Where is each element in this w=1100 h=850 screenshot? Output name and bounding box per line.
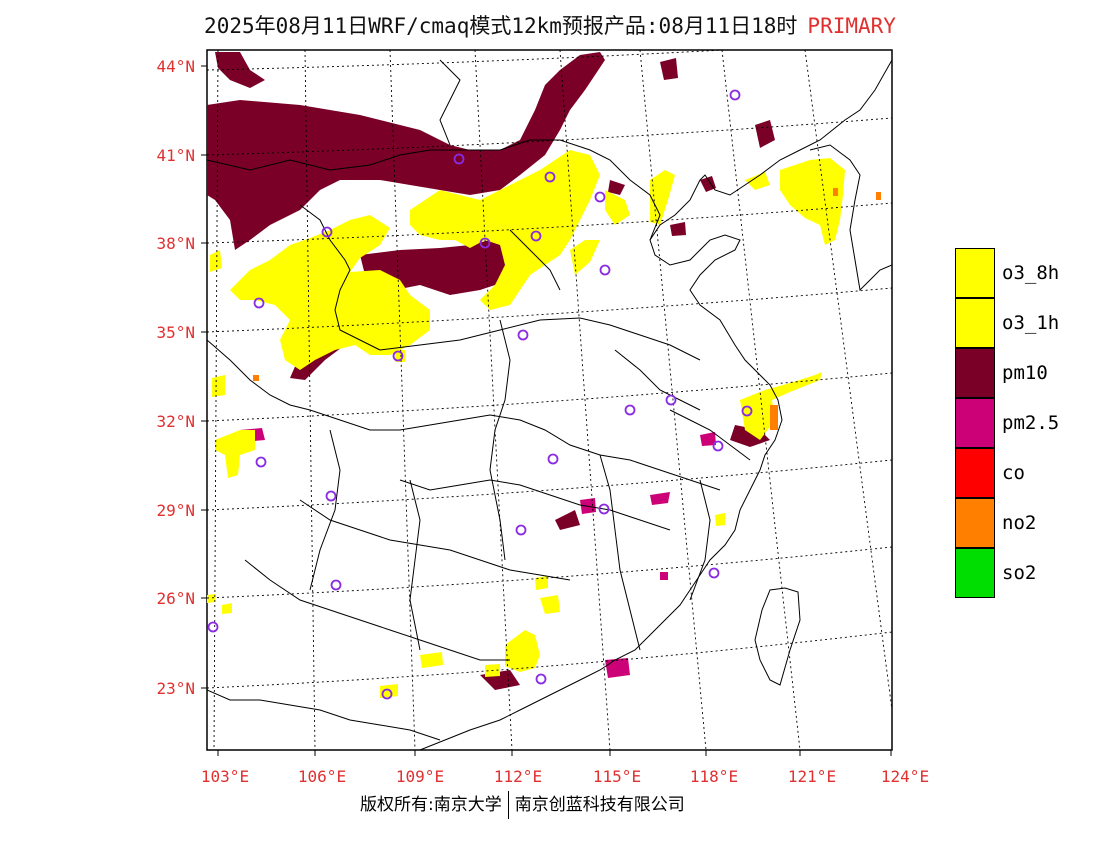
axis-ticks — [201, 65, 892, 756]
legend-label: pm2.5 — [1002, 412, 1060, 434]
legend-label: co — [1002, 462, 1025, 484]
lon-label: 103°E — [201, 767, 249, 786]
footer-divider — [507, 791, 509, 819]
station-marker — [453, 153, 465, 165]
title-tag: PRIMARY — [807, 14, 896, 38]
legend-swatch — [955, 548, 995, 598]
lon-label: 121°E — [788, 767, 836, 786]
lon-label: 118°E — [690, 767, 738, 786]
lat-label: 35°N — [156, 323, 195, 342]
lat-labels: 44°N 41°N 38°N 35°N 32°N 29°N 26°N 23°N — [156, 57, 195, 698]
lon-label: 112°E — [494, 767, 542, 786]
station-marker — [535, 673, 547, 685]
station-marker — [599, 264, 611, 276]
legend-label: no2 — [1002, 512, 1037, 534]
station-markers — [207, 89, 753, 700]
station-marker — [321, 226, 333, 238]
lon-label: 115°E — [593, 767, 641, 786]
station-marker — [598, 503, 610, 515]
legend-swatch — [955, 448, 995, 498]
boundaries — [207, 59, 892, 750]
no2-field — [253, 188, 881, 430]
station-marker — [712, 440, 724, 452]
station-marker — [741, 405, 753, 417]
station-marker — [255, 456, 267, 468]
station-marker — [381, 688, 393, 700]
legend-swatch — [955, 398, 995, 448]
station-marker — [729, 89, 741, 101]
legend-swatch — [955, 498, 995, 548]
lat-label: 32°N — [156, 412, 195, 431]
station-marker — [547, 453, 559, 465]
station-marker — [330, 579, 342, 591]
legend-label: so2 — [1002, 562, 1037, 584]
station-marker — [479, 237, 491, 249]
copyright-footer: 版权所有:南京大学 南京创蓝科技有限公司 — [360, 790, 685, 819]
station-marker — [708, 567, 720, 579]
legend-label: o3_8h — [1002, 262, 1060, 284]
title-main: 2025年08月11日WRF/cmaq模式12km预报产品:08月11日18时 — [204, 14, 798, 38]
copyright-right: 南京创蓝科技有限公司 — [514, 795, 685, 815]
legend-label: o3_1h — [1002, 312, 1060, 334]
graticule — [207, 50, 892, 750]
station-marker — [515, 524, 527, 536]
station-marker — [624, 404, 636, 416]
o3-field — [207, 150, 845, 698]
lon-label: 109°E — [396, 767, 444, 786]
lon-labels: 103°E 106°E 109°E 112°E 115°E 118°E 121°… — [201, 767, 929, 786]
legend-swatch — [955, 348, 995, 398]
copyright-left: 版权所有:南京大学 — [360, 795, 502, 815]
station-marker — [253, 297, 265, 309]
station-marker — [544, 171, 556, 183]
station-marker — [517, 329, 529, 341]
lat-label: 41°N — [156, 146, 195, 165]
lat-label: 29°N — [156, 501, 195, 520]
lon-label: 106°E — [298, 767, 346, 786]
lon-label: 124°E — [881, 767, 929, 786]
station-marker — [392, 350, 404, 362]
lat-label: 38°N — [156, 234, 195, 253]
legend-swatch — [955, 248, 995, 298]
legend-swatch — [955, 298, 995, 348]
station-marker — [594, 191, 606, 203]
station-marker — [530, 230, 542, 242]
lat-label: 26°N — [156, 589, 195, 608]
lat-label: 44°N — [156, 57, 195, 76]
station-marker — [207, 621, 219, 633]
station-marker — [665, 394, 677, 406]
lat-label: 23°N — [156, 679, 195, 698]
legend-label: pm10 — [1002, 362, 1048, 384]
station-marker — [325, 490, 337, 502]
map-title: 2025年08月11日WRF/cmaq模式12km预报产品:08月11日18时 P… — [0, 10, 1100, 40]
